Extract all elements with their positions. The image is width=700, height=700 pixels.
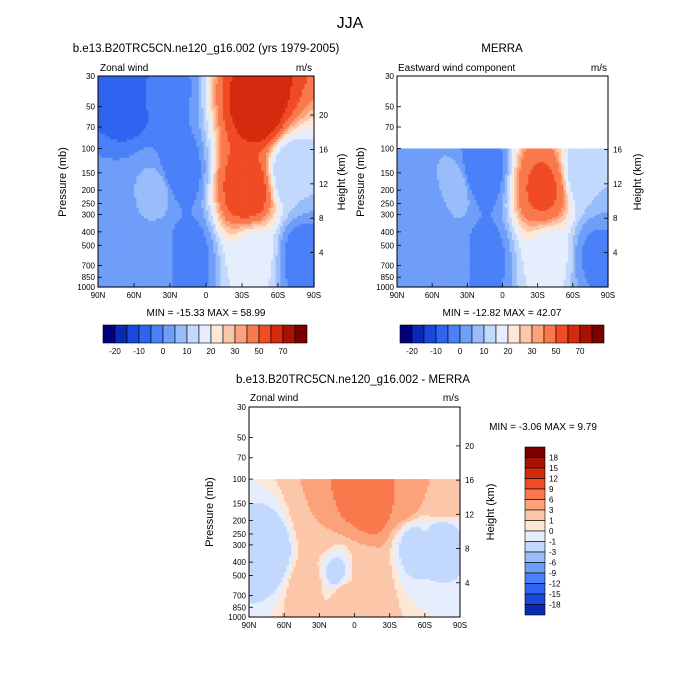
panel-model-title: b.e13.B20TRC5CN.ne120_g16.002 (yrs 1979-… (73, 43, 340, 55)
figure-title: JJA (337, 15, 364, 32)
panel-model-field (98, 76, 315, 288)
panel-model-left-string: Zonal wind (100, 63, 148, 74)
panel-model-right-string: m/s (296, 63, 312, 74)
panel-model: b.e13.B20TRC5CN.ne120_g16.002 (yrs 1979-… (57, 43, 348, 356)
